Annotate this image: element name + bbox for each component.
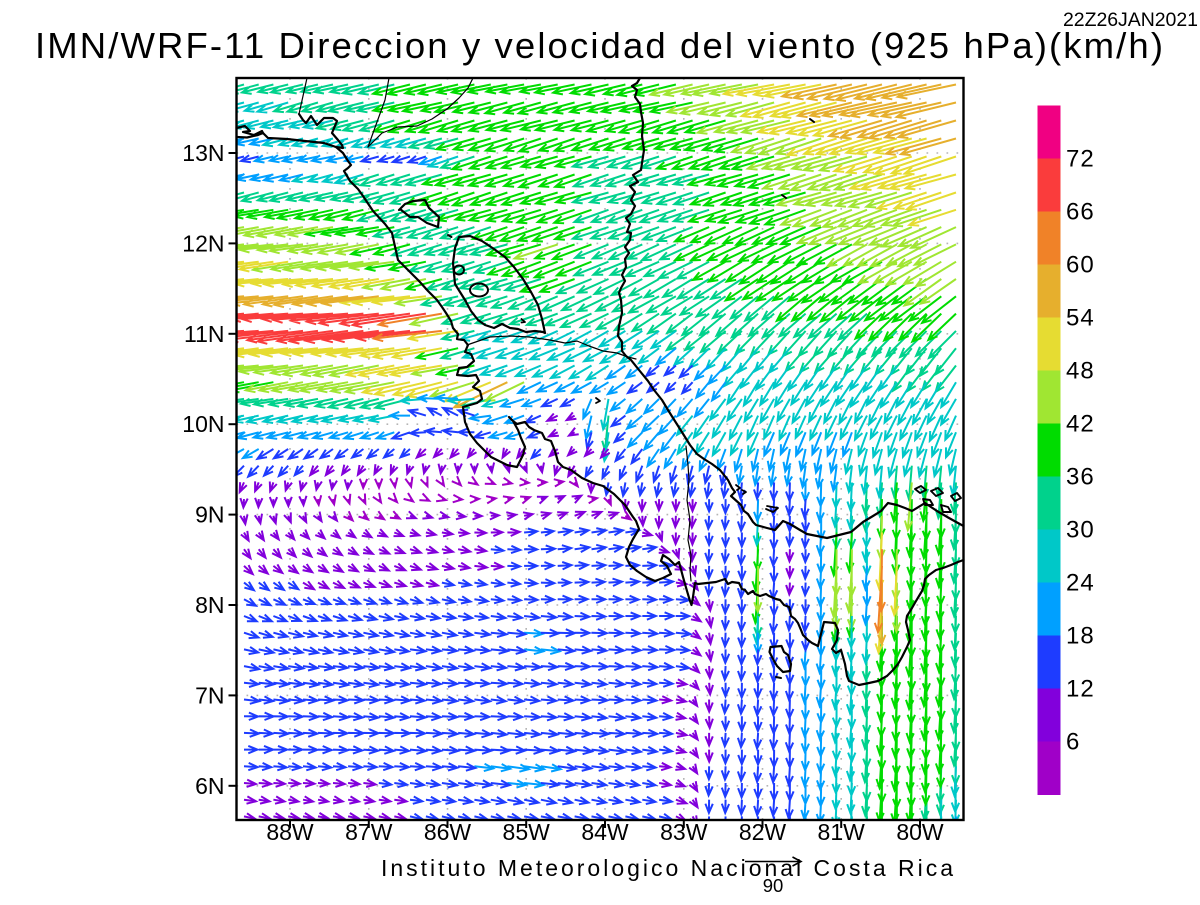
svg-text:6N: 6N	[195, 773, 224, 799]
svg-text:81W: 81W	[818, 819, 866, 845]
svg-text:12: 12	[1066, 676, 1095, 703]
svg-text:42: 42	[1066, 411, 1095, 438]
svg-text:24: 24	[1066, 570, 1095, 597]
svg-text:13N: 13N	[182, 140, 224, 166]
svg-text:12N: 12N	[182, 230, 224, 256]
svg-text:86W: 86W	[424, 819, 472, 845]
svg-text:48: 48	[1066, 358, 1095, 385]
svg-text:36: 36	[1066, 464, 1095, 491]
svg-text:11N: 11N	[184, 321, 225, 347]
svg-text:72: 72	[1066, 146, 1095, 173]
svg-text:54: 54	[1066, 305, 1095, 332]
svg-text:85W: 85W	[503, 819, 551, 845]
svg-text:66: 66	[1066, 199, 1095, 226]
svg-text:90: 90	[763, 875, 784, 896]
svg-text:Instituto Meteorologico Nacion: Instituto Meteorologico Nacional Costa R…	[381, 855, 953, 881]
svg-text:22Z26JAN2021: 22Z26JAN2021	[1063, 9, 1198, 31]
svg-text:30: 30	[1066, 517, 1095, 544]
svg-text:82W: 82W	[739, 819, 787, 845]
svg-text:18: 18	[1066, 623, 1095, 650]
svg-text:8N: 8N	[195, 592, 224, 618]
svg-text:88W: 88W	[266, 819, 314, 845]
svg-text:7N: 7N	[195, 682, 224, 708]
svg-text:80W: 80W	[896, 819, 944, 845]
svg-text:83W: 83W	[660, 819, 708, 845]
svg-text:84W: 84W	[581, 819, 629, 845]
svg-text:6: 6	[1066, 729, 1080, 756]
svg-text:9N: 9N	[195, 502, 224, 528]
svg-text:10N: 10N	[182, 411, 224, 437]
svg-text:87W: 87W	[345, 819, 393, 845]
svg-text:60: 60	[1066, 252, 1095, 279]
